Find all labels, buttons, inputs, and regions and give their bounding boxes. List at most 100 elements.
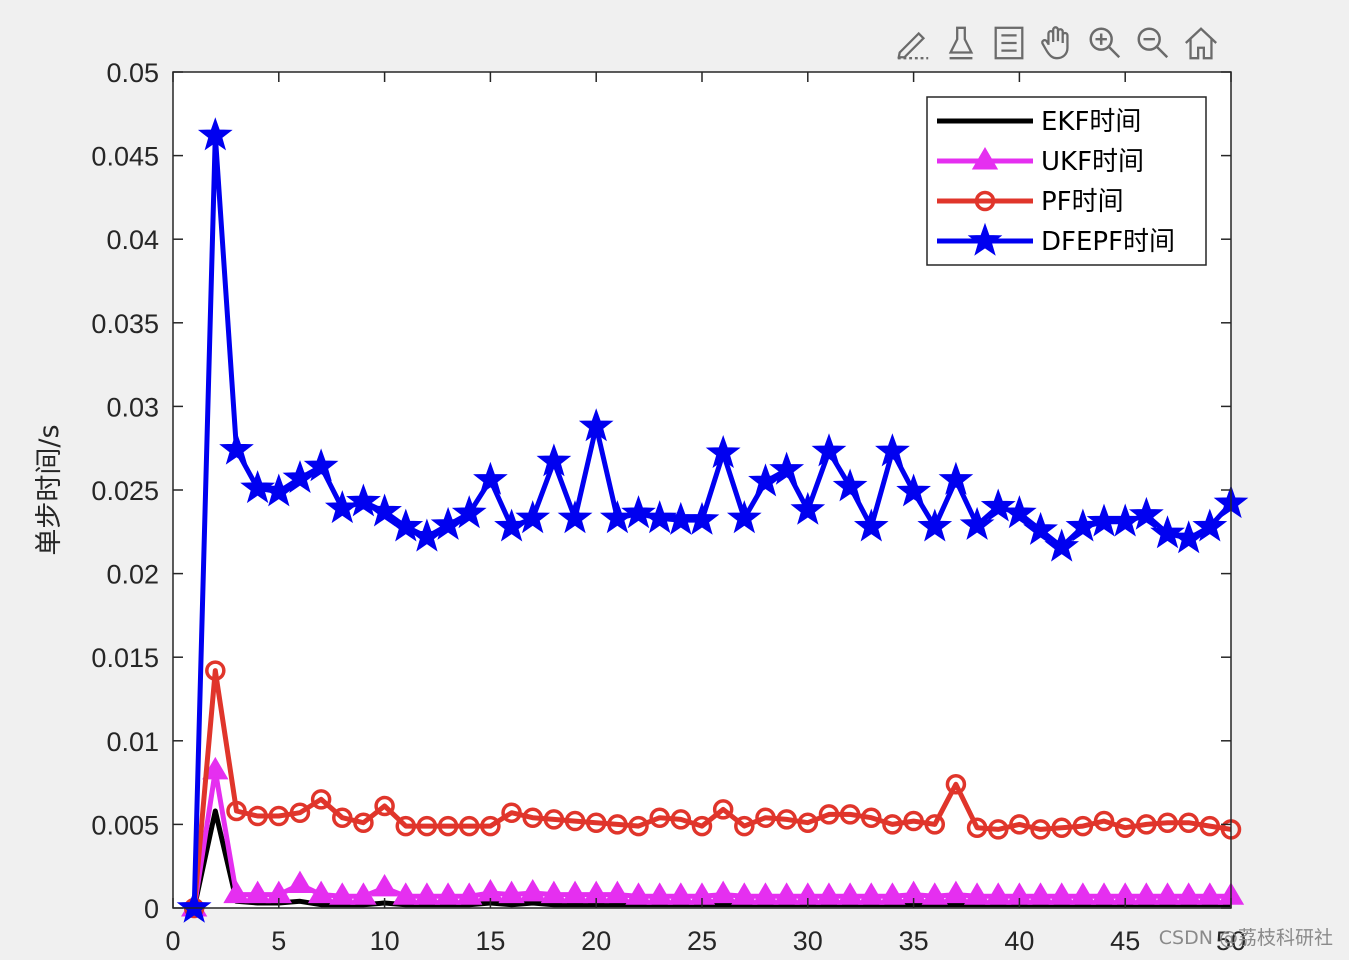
data-point-circle: [522, 807, 543, 828]
series-DFEPF时间: [176, 117, 1249, 923]
data-point-star: [1002, 495, 1037, 529]
y-tick-label: 0.005: [91, 810, 159, 840]
data-point-circle: [458, 815, 480, 837]
data-point-circle: [861, 807, 882, 828]
data-point-circle: [564, 810, 586, 832]
data-point-star: [980, 488, 1016, 522]
data-point-circle: [310, 789, 332, 810]
data-point-triangle: [329, 882, 356, 905]
data-point-triangle: [371, 873, 398, 897]
data-point-triangle: [646, 882, 673, 905]
data-point-circle: [205, 660, 226, 681]
x-tick-label: 10: [370, 926, 400, 956]
y-tick-label: 0.02: [106, 560, 159, 590]
data-point-star: [1128, 496, 1164, 530]
data-point-star: [1171, 520, 1207, 554]
data-point-star: [219, 431, 254, 465]
data-point-star: [938, 461, 974, 495]
data-point-triangle: [836, 882, 864, 905]
data-point-circle: [416, 815, 438, 837]
y-axis-label: 单步时间/s: [34, 424, 65, 555]
data-point-triangle: [625, 882, 652, 905]
data-point-star: [832, 468, 868, 502]
data-point-triangle: [963, 882, 991, 905]
data-point-triangle: [971, 147, 999, 170]
data-point-circle: [691, 815, 713, 837]
legend-item[interactable]: DFEPF时间: [937, 222, 1175, 257]
data-point-circle: [945, 774, 967, 795]
data-point-circle: [480, 815, 501, 837]
data-point-triangle: [773, 882, 800, 905]
data-point-circle: [1072, 815, 1094, 837]
data-point-star: [176, 889, 212, 923]
data-point-circle: [839, 804, 861, 825]
data-point-star: [494, 508, 529, 542]
legend-item[interactable]: UKF时间: [937, 147, 1144, 177]
legend-label: UKF时间: [1041, 147, 1144, 177]
data-point-triangle: [815, 882, 843, 905]
data-point-star: [705, 434, 741, 469]
series-PF时间: [183, 660, 1242, 919]
data-point-circle: [776, 809, 797, 830]
legend-label: PF时间: [1041, 187, 1124, 217]
data-point-triangle: [1175, 882, 1202, 905]
legend-item[interactable]: EKF时间: [937, 107, 1141, 137]
data-point-star: [1150, 515, 1185, 549]
data-point-triangle: [1154, 882, 1181, 905]
legend-box: [926, 96, 1207, 266]
legend-icon[interactable]: [988, 22, 1030, 64]
data-point-triangle: [985, 882, 1012, 905]
data-point-star: [473, 461, 508, 495]
data-point-star: [303, 448, 339, 482]
zoom-out-icon[interactable]: [1132, 22, 1174, 64]
data-point-triangle: [434, 882, 462, 905]
legend-item[interactable]: PF时间: [937, 187, 1124, 217]
data-point-circle: [1157, 812, 1178, 833]
data-point-star: [748, 463, 783, 497]
data-point-circle: [226, 800, 247, 822]
y-tick-label: 0.04: [106, 225, 159, 255]
legend[interactable]: EKF时间 UKF时间 PF时间 DFEPF时间: [926, 96, 1207, 266]
y-tick-label: 0.045: [91, 142, 159, 172]
x-tick-label: 25: [687, 926, 717, 956]
data-point-star: [367, 493, 402, 527]
data-point-circle: [966, 817, 988, 838]
data-point-triangle: [413, 882, 441, 905]
data-point-star: [515, 500, 551, 534]
data-point-triangle: [519, 878, 546, 902]
data-point-circle: [974, 190, 996, 212]
data-point-circle: [818, 804, 840, 825]
x-tick-label: 45: [1110, 926, 1140, 956]
data-point-circle: [247, 805, 268, 827]
data-tip-icon[interactable]: [940, 22, 982, 64]
data-point-triangle: [858, 882, 885, 905]
home-icon[interactable]: [1180, 22, 1222, 64]
data-point-star: [1044, 528, 1080, 562]
x-tick-label: 15: [475, 926, 505, 956]
data-point-star: [578, 408, 614, 442]
data-point-star: [557, 500, 593, 534]
series-layer: [176, 117, 1249, 923]
y-tick-label: 0.025: [91, 476, 159, 506]
brush-edit-icon[interactable]: [892, 22, 934, 64]
series-line: [191, 668, 1232, 909]
pan-hand-icon[interactable]: [1036, 22, 1078, 64]
data-point-circle: [585, 812, 607, 833]
x-tick-label: 50: [1216, 926, 1246, 956]
x-tick-label: 35: [899, 926, 929, 956]
data-point-circle: [353, 812, 374, 833]
y-tick-label: 0.015: [91, 643, 159, 673]
data-point-circle: [501, 802, 522, 823]
data-point-star: [451, 495, 487, 529]
x-tick-label: 0: [165, 926, 180, 956]
y-tick-label: 0.01: [106, 727, 159, 757]
data-point-triangle: [223, 880, 250, 904]
data-point-circle: [374, 795, 395, 817]
zoom-in-icon[interactable]: [1084, 22, 1126, 64]
data-point-circle: [1178, 812, 1199, 833]
data-point-circle: [712, 799, 734, 820]
data-point-circle: [670, 809, 692, 830]
data-point-star: [409, 518, 445, 552]
watermark: CSDN @荔枝科研社: [1158, 927, 1333, 949]
